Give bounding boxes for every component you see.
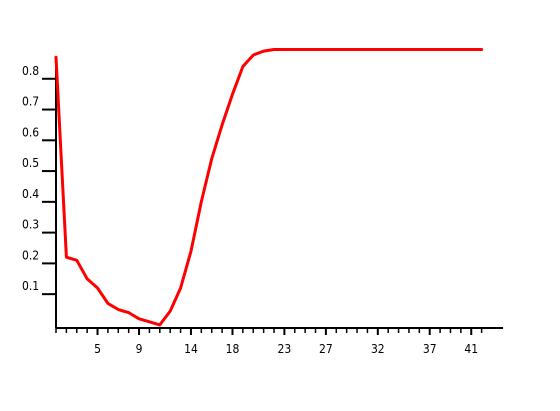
x-tick-label: 9 <box>136 342 143 356</box>
y-tick-label: 0.2 <box>22 248 39 262</box>
x-tick-label: 37 <box>423 342 437 356</box>
x-tick-label: 5 <box>94 342 101 356</box>
x-tick-label: 14 <box>184 342 198 356</box>
y-tick-label: 0.7 <box>22 95 39 109</box>
y-tick-label: 0.3 <box>22 218 39 232</box>
series-layer <box>54 48 484 327</box>
x-tick-label: 41 <box>464 342 478 356</box>
x-tick-label: 23 <box>278 342 292 356</box>
y-tick-label: 0.8 <box>22 64 39 78</box>
x-tick-label: 32 <box>371 342 385 356</box>
x-tick-label: 27 <box>319 342 333 356</box>
series-line <box>54 48 484 327</box>
y-axis: 0.1 0.2 0.3 0.4 0.5 0.6 0.7 0.8 <box>22 58 57 328</box>
y-tick-label: 0.4 <box>22 187 39 201</box>
y-tick-label: 0.6 <box>22 125 39 139</box>
x-tick-label: 18 <box>226 342 240 356</box>
y-tick-label: 0.5 <box>22 156 39 170</box>
y-tick-label: 0.1 <box>22 279 39 293</box>
x-axis: 5 9 14 18 23 27 32 37 41 <box>55 327 503 356</box>
